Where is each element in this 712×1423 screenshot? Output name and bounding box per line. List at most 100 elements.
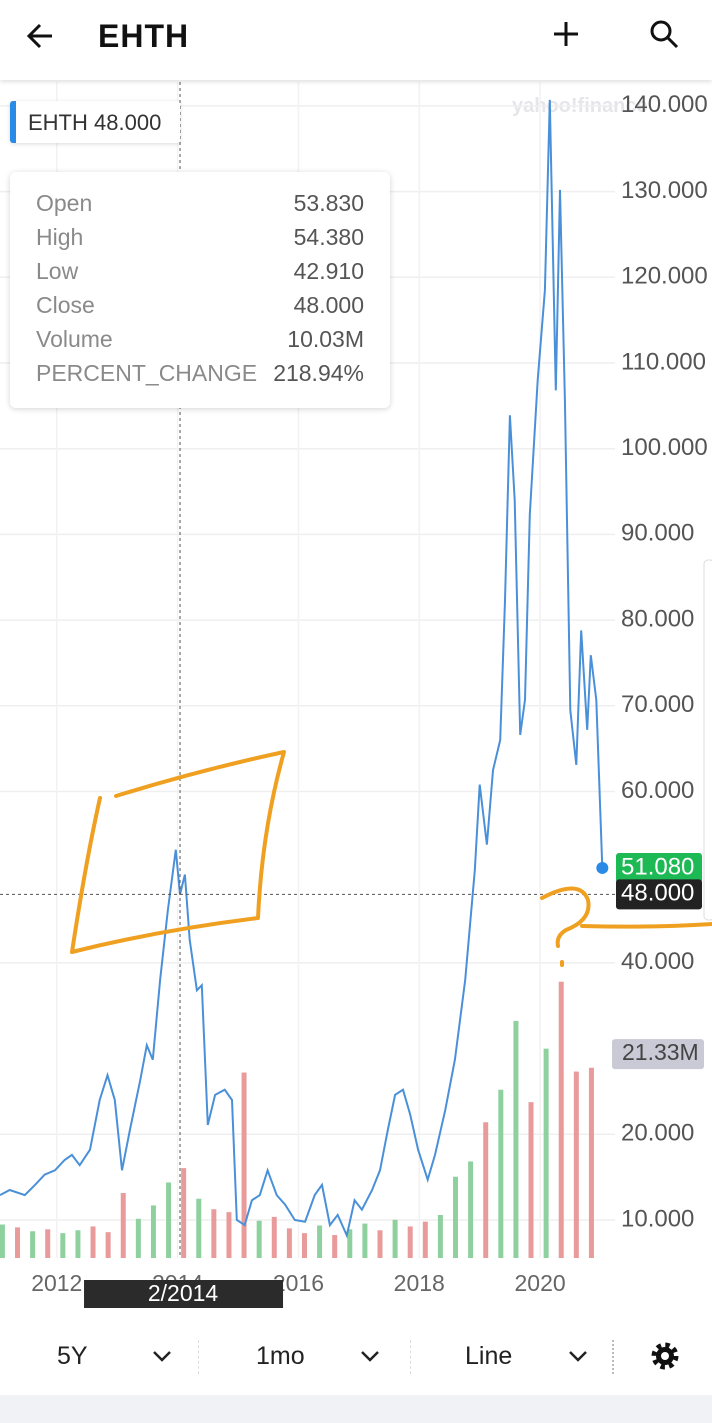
symbol-tag: EHTH 48.000 — [10, 101, 180, 143]
y-tick-label: 130.000 — [621, 177, 708, 204]
symbol-tag-text: EHTH 48.000 — [28, 110, 161, 136]
volume-bar — [453, 1176, 459, 1258]
tooltip-row: Open 53.830 — [36, 190, 364, 224]
y-tick-label: 80.000 — [621, 605, 694, 632]
tooltip-row: Volume 10.03M — [36, 326, 364, 360]
volume-bar — [422, 1221, 428, 1258]
volume-bar — [483, 1122, 489, 1258]
volume-bar — [468, 1161, 474, 1258]
tag-symbol: EHTH — [28, 110, 88, 135]
volume-bar — [588, 1067, 594, 1258]
crosshair-date-badge — [84, 1280, 284, 1308]
header: EHTH — [0, 0, 712, 80]
y-tick-label: 110.000 — [621, 348, 706, 375]
volume-bar — [0, 1224, 5, 1258]
search-button[interactable] — [644, 14, 684, 54]
volume-bar — [377, 1230, 383, 1258]
tooltip-key: Low — [36, 258, 79, 284]
tooltip-key: Open — [36, 190, 93, 216]
x-tick-label: 2018 — [394, 1270, 445, 1296]
chart-type-select[interactable]: Line — [465, 1342, 513, 1370]
volume-bar — [301, 1233, 307, 1258]
volume-bar — [573, 1071, 579, 1258]
last-price-badge — [616, 852, 702, 883]
divider — [198, 1340, 199, 1374]
back-button[interactable] — [22, 16, 62, 56]
tooltip-key: Volume — [36, 326, 113, 352]
volume-badge — [612, 1039, 704, 1070]
chevron — [569, 1351, 587, 1362]
volume-bar — [241, 1072, 247, 1258]
tooltip-value: 54.380 — [293, 224, 364, 250]
volume-bar — [105, 1232, 111, 1258]
volume-bar — [498, 1089, 504, 1258]
volume-bar — [543, 1048, 549, 1258]
chevron — [361, 1351, 379, 1362]
tooltip-value: 218.94% — [273, 360, 364, 386]
tooltip: Open 53.830 High 54.380 Low 42.910 Close 48.000… — [10, 172, 390, 408]
y-tick-label: 90.000 — [621, 520, 694, 547]
tooltip-key: PERCENT_CHANGE — [36, 360, 258, 386]
volume-bar — [407, 1226, 413, 1258]
add-button[interactable] — [546, 14, 586, 54]
tooltip-value: 53.830 — [293, 190, 364, 216]
tooltip-key: Close — [36, 292, 95, 318]
volume-bar — [30, 1231, 36, 1258]
x-tick-label: 2012 — [31, 1270, 82, 1296]
last-point — [596, 861, 609, 874]
divider — [612, 1340, 614, 1374]
volume-bar — [150, 1205, 156, 1258]
y-tick-label: 10.000 — [621, 1205, 694, 1232]
volume-bar — [513, 1020, 519, 1258]
tag-price: 48.000 — [94, 110, 162, 135]
volume-bar — [362, 1223, 368, 1258]
y-tick-label: 100.000 — [621, 434, 708, 461]
tooltip-value: 48.000 — [293, 292, 364, 318]
tooltip-row: Close 48.000 — [36, 292, 364, 326]
volume-bar — [347, 1229, 353, 1258]
divider — [410, 1340, 411, 1374]
volume-bar — [120, 1192, 126, 1258]
crosshair-date-label: 2/2014 — [148, 1280, 219, 1306]
tooltip-row: High 54.380 — [36, 224, 364, 258]
volume-label: 21.33M — [622, 1039, 699, 1065]
volume-bar — [181, 1168, 187, 1258]
volume-bar — [135, 1218, 141, 1258]
volume-bar — [392, 1219, 398, 1258]
volume-bar — [45, 1229, 51, 1258]
tooltip-row: PERCENT_CHANGE 218.94% — [36, 360, 364, 394]
interval-select[interactable]: 1mo — [256, 1342, 305, 1370]
volume-bar — [166, 1182, 172, 1258]
volume-bar — [256, 1220, 262, 1258]
y-tick-label: 40.000 — [621, 948, 694, 975]
settings-button[interactable] — [645, 1336, 685, 1376]
volume-bar — [226, 1212, 232, 1258]
scroll-handle — [703, 559, 712, 921]
chevron — [153, 1351, 171, 1362]
tooltip-row: Low 42.910 — [36, 258, 364, 292]
y-tick-label: 70.000 — [621, 691, 694, 718]
range-select[interactable]: 5Y — [57, 1342, 88, 1370]
tooltip-key: High — [36, 224, 84, 250]
volume-bar — [437, 1214, 443, 1258]
volume-bar — [211, 1209, 217, 1258]
tooltip-value: 10.03M — [287, 326, 364, 352]
crosshair-price-badge — [616, 879, 702, 910]
last-price-label: 51.080 — [621, 853, 694, 880]
crosshair-price-label: 48.000 — [621, 880, 694, 907]
volume-bar — [271, 1216, 277, 1258]
system-bar — [0, 1395, 712, 1423]
volume-bar — [528, 1102, 534, 1258]
annotation-question — [540, 886, 591, 967]
volume-bar — [558, 981, 564, 1258]
volume-bar — [60, 1233, 66, 1258]
volume-bar — [317, 1225, 323, 1258]
volume-bar — [286, 1228, 292, 1258]
price-line — [0, 99, 604, 1239]
toolbar: 5Y 1mo Line — [0, 1320, 712, 1395]
annotation-line — [580, 922, 712, 929]
x-tick-label: 2020 — [515, 1270, 566, 1296]
volume-bar — [332, 1235, 338, 1258]
symbol-title: EHTH — [98, 18, 190, 54]
